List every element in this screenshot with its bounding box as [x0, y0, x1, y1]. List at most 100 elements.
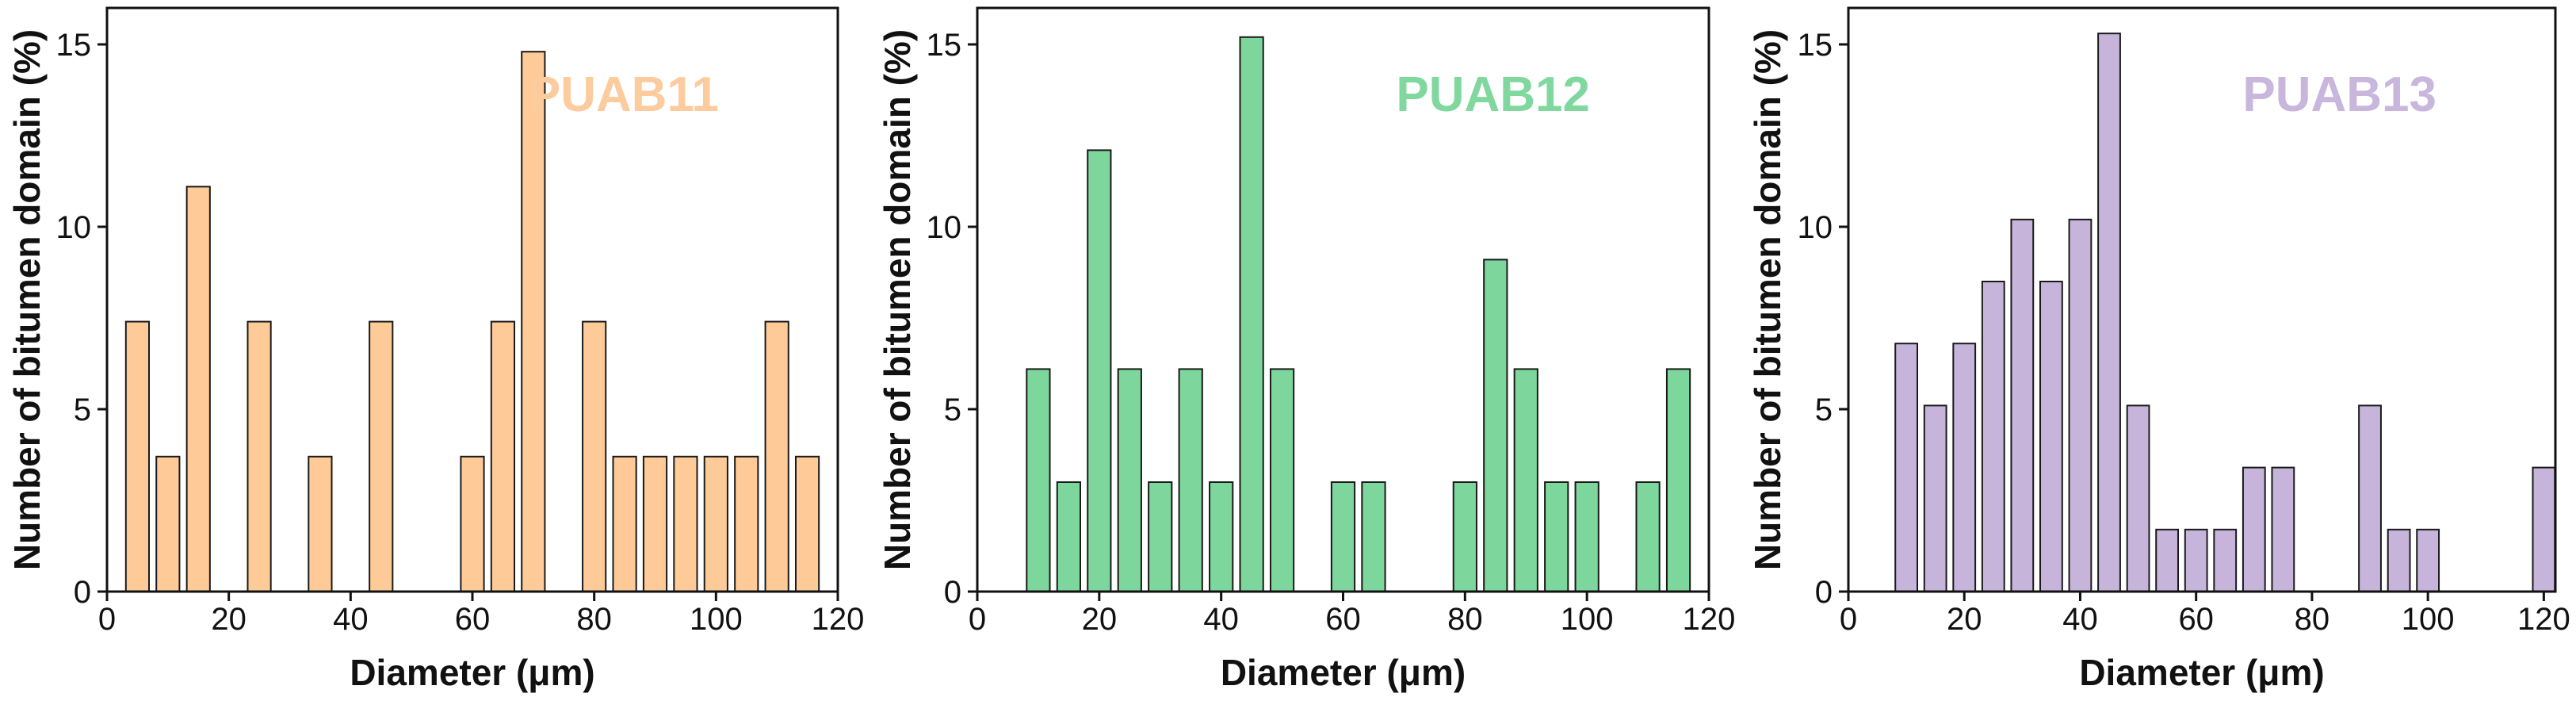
bar	[2010, 218, 2035, 592]
x-tick-label: 80	[1447, 602, 1483, 637]
bar	[2271, 466, 2295, 592]
bar	[2097, 33, 2121, 592]
bar	[1574, 481, 1599, 592]
bar	[612, 455, 637, 592]
bar	[1269, 368, 1295, 592]
bar	[1178, 368, 1203, 592]
bar	[1026, 368, 1051, 592]
bar	[1923, 404, 1947, 592]
chart-panel: 0 20 40 60 80 100 120 0 5 10 15 Diameter (μm) Number…	[1747, 6, 2570, 693]
bar	[2184, 528, 2208, 592]
x-tick-label: 60	[1325, 602, 1361, 637]
bar	[2126, 404, 2150, 592]
y-tick-label: 5	[1815, 393, 1833, 427]
x-tick-label: 40	[1203, 602, 1239, 637]
bar	[1665, 368, 1691, 592]
bar	[2155, 528, 2180, 592]
annotation: PUAB13	[2242, 67, 2436, 122]
x-tick-label: 80	[576, 602, 612, 637]
bar	[1330, 481, 1356, 592]
bar	[673, 455, 698, 592]
x-axis-title: Diameter (μm)	[2079, 652, 2324, 693]
bar	[2039, 281, 2063, 592]
bar	[247, 320, 272, 592]
bar	[2358, 404, 2382, 592]
y-tick-label: 10	[1798, 210, 1833, 245]
x-tick-label: 0	[969, 602, 986, 637]
y-axis-title: Number of bitumen domain (%)	[6, 29, 48, 570]
bar	[124, 320, 151, 592]
bar	[642, 455, 668, 592]
annotation: PUAB11	[528, 67, 719, 122]
x-tick-label: 100	[1561, 602, 1614, 637]
y-tick-label: 10	[927, 210, 962, 245]
x-tick-label: 0	[98, 602, 116, 637]
bar	[1894, 343, 1919, 592]
x-tick-label: 20	[1082, 602, 1118, 637]
bar	[1544, 481, 1569, 592]
bar	[582, 320, 607, 592]
bar	[794, 455, 820, 592]
bar	[1635, 481, 1661, 592]
bar	[734, 455, 759, 592]
bar	[1483, 259, 1508, 592]
y-tick-label: 0	[944, 575, 961, 610]
bar	[155, 455, 181, 592]
x-tick-label: 120	[812, 602, 865, 637]
bar	[1148, 481, 1173, 592]
y-tick-label: 15	[56, 28, 92, 63]
x-axis-title: Diameter (μm)	[1221, 652, 1466, 693]
x-tick-label: 100	[690, 602, 743, 637]
y-tick-label: 15	[927, 28, 962, 63]
bar	[308, 455, 333, 592]
y-tick-label: 15	[1798, 28, 1833, 63]
x-tick-label: 40	[2062, 602, 2098, 637]
bar	[2387, 528, 2411, 592]
bar	[2532, 466, 2556, 592]
bar	[1087, 149, 1112, 592]
x-tick-label: 100	[2402, 602, 2455, 637]
x-tick-label: 120	[1683, 602, 1736, 637]
plot-frame	[1847, 6, 2557, 593]
x-tick-label: 20	[211, 602, 247, 637]
x-tick-label: 120	[2517, 602, 2570, 637]
bar	[1239, 36, 1264, 593]
bar	[460, 455, 485, 592]
bar	[2068, 218, 2093, 592]
x-tick-label: 60	[2178, 602, 2214, 637]
bar	[369, 320, 394, 592]
x-tick-label: 20	[1947, 602, 1982, 637]
bar	[490, 320, 516, 592]
bar	[703, 455, 728, 592]
bar	[2416, 528, 2440, 592]
bar	[1361, 481, 1386, 592]
bar	[2242, 466, 2266, 592]
x-tick-label: 0	[1840, 602, 1857, 637]
x-tick-label: 40	[333, 602, 369, 637]
chart-panel: 0 20 40 60 80 100 120 0 5 10 15 Diameter (μm) Number…	[6, 6, 865, 693]
bar	[1209, 481, 1234, 592]
bar	[1452, 481, 1477, 592]
bar	[764, 320, 789, 592]
y-tick-label: 5	[74, 393, 91, 427]
y-tick-label: 10	[56, 210, 92, 245]
y-tick-label: 0	[1815, 575, 1833, 610]
x-tick-label: 80	[2295, 602, 2330, 637]
bar	[1981, 281, 2005, 592]
bar	[1117, 368, 1142, 592]
annotation: PUAB12	[1396, 67, 1590, 122]
bar	[185, 186, 211, 592]
y-tick-label: 0	[74, 575, 91, 610]
chart-panel: 0 20 40 60 80 100 120 0 5 10 15 Diameter (μm) Number…	[877, 6, 1736, 693]
bar	[2213, 528, 2238, 592]
y-tick-label: 5	[944, 393, 961, 427]
bar	[1513, 368, 1538, 592]
bar	[521, 51, 546, 592]
x-tick-label: 60	[455, 602, 491, 637]
x-axis-title: Diameter (μm)	[350, 652, 594, 693]
bar	[1056, 481, 1081, 592]
bar	[1952, 343, 1977, 592]
y-axis-title: Number of bitumen domain (%)	[1747, 29, 1788, 570]
